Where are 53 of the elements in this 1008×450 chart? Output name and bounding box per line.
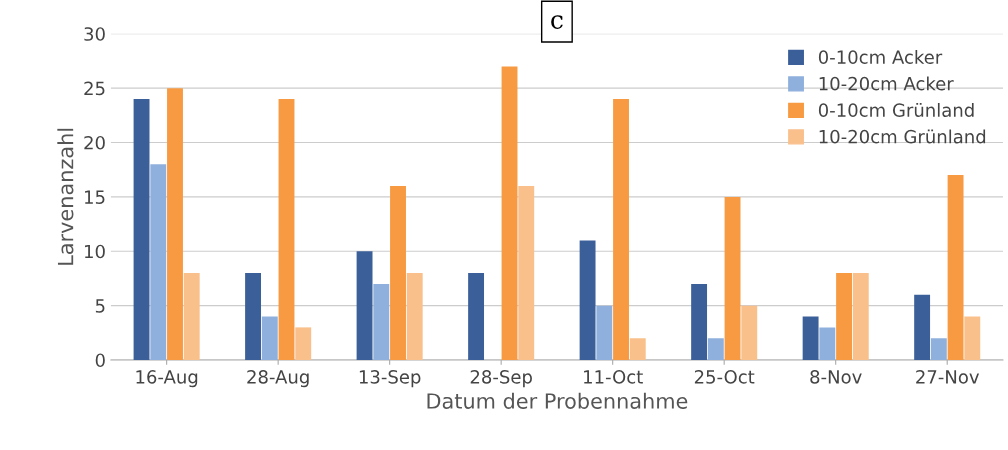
bar bbox=[150, 164, 167, 360]
bar bbox=[629, 338, 646, 360]
x-axis-title: Datum der Probennahme bbox=[427, 392, 688, 409]
bar bbox=[390, 186, 406, 360]
x-tick-label: 25-Oct bbox=[694, 370, 755, 384]
bar bbox=[596, 305, 613, 360]
x-tick-label: 8-Nov bbox=[810, 370, 862, 384]
bar bbox=[406, 273, 423, 360]
x-tick-label: 11-Oct bbox=[584, 370, 643, 384]
bar bbox=[518, 186, 535, 360]
legend-label: 0-10cm Grünland bbox=[818, 103, 974, 117]
bar bbox=[707, 338, 724, 360]
bar bbox=[167, 88, 183, 360]
y-tick-label: 20 bbox=[84, 135, 105, 150]
bar bbox=[501, 66, 518, 360]
x-tick-label: 28-Aug bbox=[247, 370, 309, 388]
y-tick-label: 15 bbox=[85, 190, 105, 204]
bar bbox=[819, 327, 836, 360]
bar bbox=[278, 99, 295, 360]
x-tick-label: 13-Sep bbox=[359, 370, 421, 388]
bar bbox=[373, 283, 390, 360]
bar bbox=[245, 273, 261, 360]
bar bbox=[852, 273, 869, 360]
bar bbox=[261, 316, 278, 360]
x-tick-label: 28-Sep bbox=[470, 370, 532, 388]
y-tick-label: 30 bbox=[84, 27, 105, 41]
bar bbox=[183, 273, 200, 360]
bar bbox=[930, 338, 947, 360]
bar bbox=[468, 273, 485, 360]
bar bbox=[579, 240, 596, 360]
bar bbox=[741, 305, 758, 360]
x-tick-label: 16-Aug bbox=[136, 370, 198, 388]
bar bbox=[836, 273, 852, 360]
bar bbox=[947, 175, 964, 360]
legend-label: 10-20cm Grünland bbox=[819, 129, 986, 144]
bar bbox=[133, 99, 150, 360]
bar bbox=[295, 327, 312, 360]
x-tick-label: 27-Nov bbox=[916, 370, 980, 384]
y-tick-label: 0 bbox=[95, 353, 105, 368]
y-axis-title: Larvenanzahl bbox=[57, 128, 74, 265]
bar bbox=[691, 283, 708, 360]
bar bbox=[724, 196, 741, 360]
y-tick-label: 25 bbox=[84, 81, 105, 96]
legend-label: 10-20cm Acker bbox=[819, 76, 954, 91]
y-tick-label: 5 bbox=[95, 299, 105, 313]
chart-title: c bbox=[551, 15, 563, 29]
bar bbox=[802, 316, 819, 360]
bar bbox=[914, 294, 931, 360]
legend-label: 0-10cm Acker bbox=[818, 50, 943, 64]
y-tick-label: 10 bbox=[85, 244, 105, 259]
bar bbox=[613, 99, 629, 360]
bar bbox=[356, 251, 373, 360]
bar bbox=[964, 316, 981, 360]
